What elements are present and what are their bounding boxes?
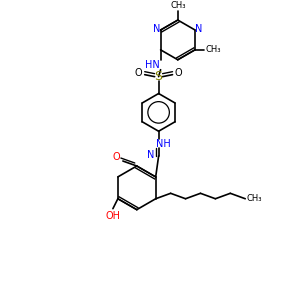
Text: N: N	[153, 24, 160, 34]
Text: NH: NH	[156, 139, 171, 149]
Text: O: O	[112, 152, 120, 162]
Text: O: O	[175, 68, 182, 78]
Text: S: S	[154, 70, 163, 83]
Text: CH₃: CH₃	[170, 1, 185, 10]
Text: N: N	[147, 150, 154, 160]
Text: N: N	[195, 24, 203, 34]
Text: CH₃: CH₃	[246, 194, 262, 203]
Text: HN: HN	[145, 60, 160, 70]
Text: O: O	[135, 68, 142, 78]
Text: OH: OH	[105, 211, 120, 220]
Text: CH₃: CH₃	[205, 45, 220, 54]
